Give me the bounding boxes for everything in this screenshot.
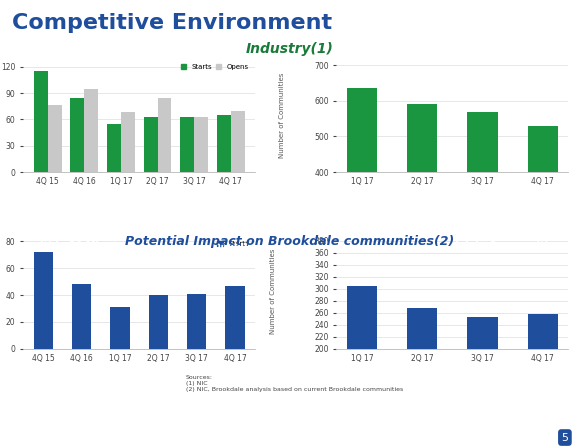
Bar xyxy=(407,308,437,447)
Bar xyxy=(149,295,168,349)
Bar xyxy=(70,97,84,172)
Bar xyxy=(347,89,377,315)
Y-axis label: Number of Communities: Number of Communities xyxy=(280,72,285,158)
Bar xyxy=(217,115,231,172)
Text: Sources:
(1) NIC
(2) NIC, Brookdale analysis based on current Brookdale communit: Sources: (1) NIC (2) NIC, Brookdale anal… xyxy=(186,375,403,392)
Text: 5: 5 xyxy=(561,433,568,443)
Text: Total Construction Pipeline: Total Construction Pipeline xyxy=(357,51,516,61)
Bar xyxy=(467,112,498,315)
Bar xyxy=(72,284,91,349)
Text: Competitive Environment: Competitive Environment xyxy=(12,13,332,34)
Text: Industry(1): Industry(1) xyxy=(246,42,334,56)
Bar xyxy=(121,113,135,172)
Bar xyxy=(528,126,558,315)
Bar xyxy=(467,317,498,447)
Bar xyxy=(34,71,48,172)
Y-axis label: Number of Communities: Number of Communities xyxy=(270,249,276,334)
Text: New Starts and Opens in a Quarter: New Starts and Opens in a Quarter xyxy=(52,51,258,61)
Bar xyxy=(407,104,437,315)
Text: SENIOR LIVING: SENIOR LIVING xyxy=(32,418,89,427)
Text: Total Construction Pipeline
within 20 Minutes of Brookdale Communities: Total Construction Pipeline within 20 Mi… xyxy=(313,228,560,251)
Bar xyxy=(34,252,53,349)
Legend: Starts: Starts xyxy=(215,238,252,250)
Bar xyxy=(158,97,172,172)
Bar xyxy=(144,117,158,172)
Bar xyxy=(194,117,208,172)
Bar xyxy=(84,89,98,172)
Text: BROOKDALE: BROOKDALE xyxy=(32,397,108,407)
Text: New Starts in Quarter
within 20 Minutes of Brookdale Communities: New Starts in Quarter within 20 Minutes … xyxy=(31,228,279,251)
Bar xyxy=(231,111,245,172)
Bar xyxy=(347,286,377,447)
Bar xyxy=(48,105,61,172)
Bar xyxy=(528,315,558,447)
Text: Potential Impact on Brookdale communities(2): Potential Impact on Brookdale communitie… xyxy=(125,235,455,248)
Bar xyxy=(110,307,129,349)
Bar xyxy=(180,117,194,172)
Bar xyxy=(187,294,206,349)
Bar xyxy=(226,286,245,349)
Legend: Starts, Opens: Starts, Opens xyxy=(177,62,252,73)
Bar xyxy=(107,124,121,172)
